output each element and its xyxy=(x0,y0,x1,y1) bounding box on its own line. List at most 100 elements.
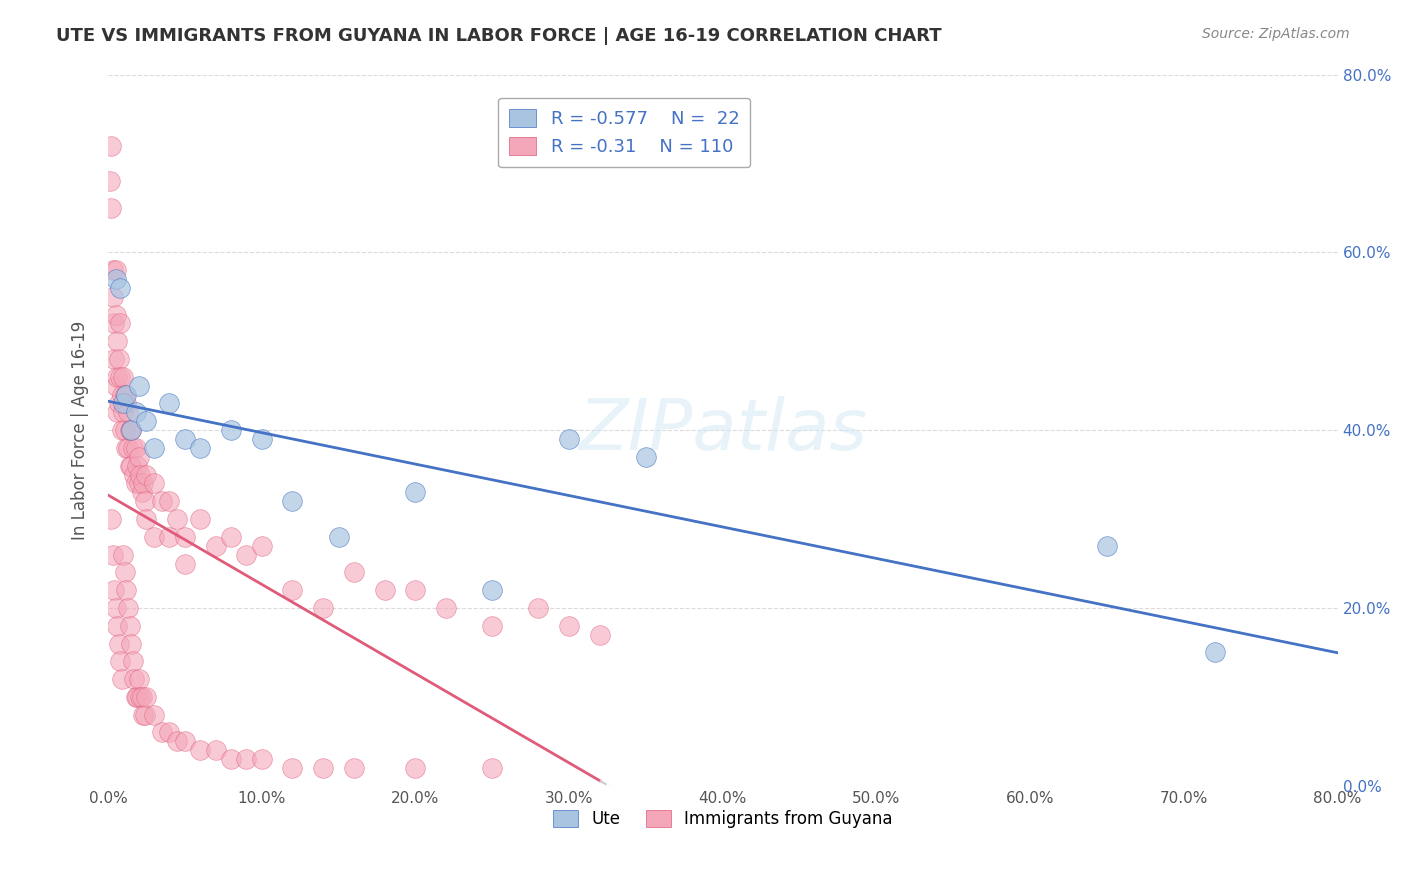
Point xyxy=(281,494,304,508)
Point xyxy=(124,441,146,455)
Point xyxy=(115,441,138,455)
Point xyxy=(104,308,127,322)
Point xyxy=(98,174,121,188)
Point xyxy=(235,548,257,562)
Point xyxy=(143,707,166,722)
Point xyxy=(115,583,138,598)
Point xyxy=(219,423,242,437)
Point xyxy=(343,566,366,580)
Point xyxy=(250,752,273,766)
Point xyxy=(127,690,149,704)
Point xyxy=(132,707,155,722)
Point xyxy=(107,636,129,650)
Text: Source: ZipAtlas.com: Source: ZipAtlas.com xyxy=(1202,27,1350,41)
Point xyxy=(111,387,134,401)
Point xyxy=(204,743,226,757)
Point xyxy=(111,423,134,437)
Point xyxy=(527,601,550,615)
Point xyxy=(110,369,132,384)
Point xyxy=(115,387,138,401)
Point xyxy=(103,317,125,331)
Point xyxy=(100,512,122,526)
Point xyxy=(118,423,141,437)
Point xyxy=(558,619,581,633)
Point xyxy=(104,263,127,277)
Point xyxy=(589,627,612,641)
Point xyxy=(159,725,181,739)
Point xyxy=(121,441,143,455)
Point xyxy=(131,485,153,500)
Point xyxy=(120,458,142,473)
Point xyxy=(173,530,195,544)
Point xyxy=(188,743,211,757)
Point xyxy=(121,654,143,668)
Point xyxy=(374,583,396,598)
Point xyxy=(112,548,135,562)
Point xyxy=(159,396,181,410)
Point xyxy=(114,387,136,401)
Point xyxy=(328,530,350,544)
Point xyxy=(219,530,242,544)
Point xyxy=(173,557,195,571)
Point xyxy=(204,539,226,553)
Point xyxy=(481,619,503,633)
Point xyxy=(343,761,366,775)
Point xyxy=(134,707,156,722)
Point xyxy=(188,512,211,526)
Point xyxy=(105,334,128,349)
Point xyxy=(112,405,135,419)
Point xyxy=(132,476,155,491)
Point xyxy=(104,601,127,615)
Point xyxy=(112,369,135,384)
Point xyxy=(219,752,242,766)
Point xyxy=(404,485,426,500)
Point xyxy=(434,601,457,615)
Point xyxy=(104,378,127,392)
Point xyxy=(135,512,157,526)
Point xyxy=(124,405,146,419)
Point xyxy=(122,672,145,686)
Point xyxy=(107,351,129,366)
Point xyxy=(124,690,146,704)
Point xyxy=(111,672,134,686)
Point xyxy=(101,263,124,277)
Point xyxy=(159,530,181,544)
Point xyxy=(124,476,146,491)
Point xyxy=(129,690,152,704)
Point xyxy=(143,476,166,491)
Point xyxy=(131,690,153,704)
Point xyxy=(150,494,173,508)
Point xyxy=(135,414,157,428)
Point xyxy=(159,494,181,508)
Point xyxy=(107,396,129,410)
Point xyxy=(281,583,304,598)
Point xyxy=(120,423,142,437)
Point xyxy=(110,281,132,295)
Point xyxy=(127,458,149,473)
Point xyxy=(103,583,125,598)
Point xyxy=(118,619,141,633)
Point xyxy=(634,450,657,464)
Point xyxy=(105,405,128,419)
Point xyxy=(404,583,426,598)
Point xyxy=(250,539,273,553)
Point xyxy=(281,761,304,775)
Point xyxy=(110,317,132,331)
Point xyxy=(1204,645,1226,659)
Point xyxy=(110,654,132,668)
Point xyxy=(128,378,150,392)
Point xyxy=(143,441,166,455)
Point xyxy=(558,432,581,446)
Text: ZIPatlas: ZIPatlas xyxy=(578,396,868,465)
Point xyxy=(101,290,124,304)
Point xyxy=(134,494,156,508)
Point xyxy=(117,441,139,455)
Point xyxy=(312,601,335,615)
Point xyxy=(312,761,335,775)
Point xyxy=(1095,539,1118,553)
Point xyxy=(128,672,150,686)
Point xyxy=(404,761,426,775)
Point xyxy=(105,369,128,384)
Text: UTE VS IMMIGRANTS FROM GUYANA IN LABOR FORCE | AGE 16-19 CORRELATION CHART: UTE VS IMMIGRANTS FROM GUYANA IN LABOR F… xyxy=(56,27,942,45)
Point xyxy=(481,583,503,598)
